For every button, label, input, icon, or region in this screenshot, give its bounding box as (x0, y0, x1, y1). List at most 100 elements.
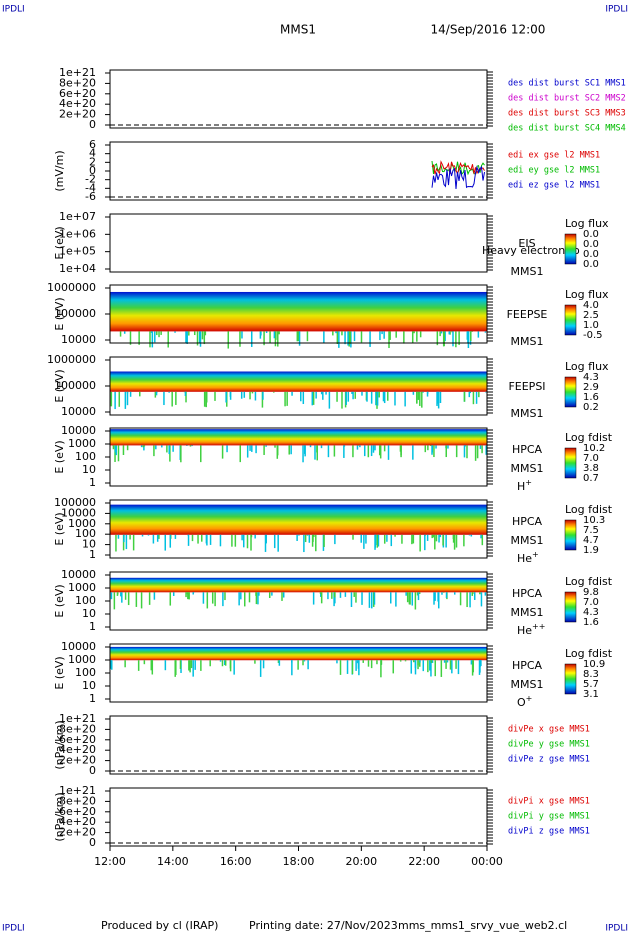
y-tick-label: 10000 (61, 568, 96, 581)
spectrogram-streak (458, 660, 460, 674)
spectrogram-streak (340, 660, 342, 675)
spectrogram-streak (155, 445, 157, 449)
colorbar (565, 448, 576, 478)
spectrogram-streak (362, 660, 364, 663)
spectrogram-streak (262, 392, 264, 400)
spectrogram-streak (453, 535, 455, 543)
spectrogram-streak (313, 592, 315, 604)
x-tick-label: 20:00 (345, 855, 377, 868)
spectrogram-streak (336, 392, 338, 402)
spectrogram-streak (256, 592, 257, 604)
spectrogram-streak (393, 660, 395, 673)
spectrogram-streak (305, 535, 307, 542)
spectrogram-streak (476, 392, 478, 404)
spectrogram-streak (371, 392, 373, 404)
spectrogram-streak (312, 535, 314, 542)
spectrogram-streak (251, 331, 253, 347)
spectrogram-streak (419, 392, 421, 406)
spectrogram-streak (460, 592, 462, 605)
spectrogram-streak (390, 592, 392, 603)
panel-frame (110, 788, 487, 846)
spectrogram-streak (174, 331, 176, 332)
spectrogram-streak (151, 331, 153, 332)
spectrogram-streak (247, 445, 249, 457)
spectrogram-streak (309, 535, 311, 543)
spectrogram-streak (386, 535, 388, 542)
spectrogram-streak (438, 592, 440, 608)
spectrogram-streak (124, 331, 126, 333)
colorbar-tick: 1.9 (583, 545, 599, 556)
spectrogram-streak (321, 592, 323, 603)
spectrogram-streak (471, 535, 473, 537)
spectrogram-streak (238, 592, 240, 605)
spectrogram-streak (161, 445, 163, 447)
y-axis-label: E (eV) (53, 512, 66, 545)
spectrogram-streak (274, 331, 276, 338)
spectrogram-streak (427, 392, 429, 394)
spectrogram-streak (384, 535, 386, 544)
spectrogram-streak (173, 592, 175, 596)
spectrogram-streak (377, 392, 379, 406)
species-base: He (517, 552, 532, 565)
spectrogram-streak (214, 392, 216, 401)
spectrogram-streak (154, 331, 156, 342)
spectrogram-streak (111, 660, 113, 669)
spectrogram-streak (480, 445, 482, 449)
spectrogram-streak (168, 392, 170, 393)
spectrogram-streak (187, 592, 189, 599)
spectrogram-streak (466, 592, 468, 607)
spectrogram-streak (472, 592, 474, 596)
spectrogram-streak (210, 535, 212, 545)
spectrogram-streak (413, 535, 415, 544)
spectrogram-streak (355, 392, 357, 399)
spectrogram-streak (479, 592, 481, 594)
spectrogram-streak (411, 660, 413, 673)
spectrogram-streak (427, 535, 429, 541)
spectrogram-streak (371, 445, 373, 456)
y-tick-label: 1 (89, 476, 96, 489)
spectrogram-streak (341, 392, 343, 409)
spectrogram-streak (278, 331, 280, 334)
spectrogram-streak (351, 592, 353, 607)
spectrogram-streak (260, 660, 262, 677)
y-axis-label: E (eV) (53, 656, 66, 689)
spectrogram-streak (352, 660, 354, 674)
spectrogram-streak (279, 660, 281, 666)
spectrogram-streak (148, 535, 150, 536)
spectrogram-streak (257, 592, 259, 604)
spectrogram-streak (151, 660, 153, 670)
spectrogram-streak (188, 535, 190, 546)
spectrogram-streak (341, 331, 343, 335)
spectrogram-streak (323, 331, 325, 343)
instrument-label: FEEPSE (507, 308, 548, 321)
colorbar-tick: 0.7 (583, 473, 599, 484)
spectrogram-streak (348, 392, 350, 402)
instrument-label: HPCA (512, 515, 543, 528)
spectrogram-streak (207, 592, 209, 608)
spectrogram-streak (412, 331, 414, 343)
spectrogram-streak (345, 392, 347, 405)
spectrogram-streak (188, 592, 190, 599)
spectrogram-streak (249, 445, 251, 450)
spectrogram-streak (471, 660, 473, 664)
spectrogram-streak (440, 392, 442, 403)
instrument-label: FEEPSI (508, 380, 545, 393)
legend-entry: des dist burst SC1 MMS1 (508, 79, 626, 89)
spectrogram-streak (445, 445, 447, 457)
spectrogram-streak (357, 445, 359, 446)
spectrogram-streak (407, 592, 409, 602)
spectrogram-streak (118, 445, 120, 461)
spectrogram-streak (337, 331, 339, 344)
spectrogram-streak (316, 445, 318, 460)
spectrogram-streak (231, 535, 233, 547)
spectrogram-streak (222, 445, 224, 458)
spectrogram-streak (413, 660, 415, 662)
spectrogram-streak (191, 660, 193, 668)
spectrogram-streak (250, 535, 252, 551)
spectrogram-streak (120, 331, 122, 336)
spectrogram-streak (241, 392, 243, 399)
spectrogram-streak (167, 331, 169, 347)
spectrogram-streak (297, 331, 299, 341)
spectrogram-streak (384, 445, 386, 451)
spectrogram-streak (204, 392, 206, 407)
